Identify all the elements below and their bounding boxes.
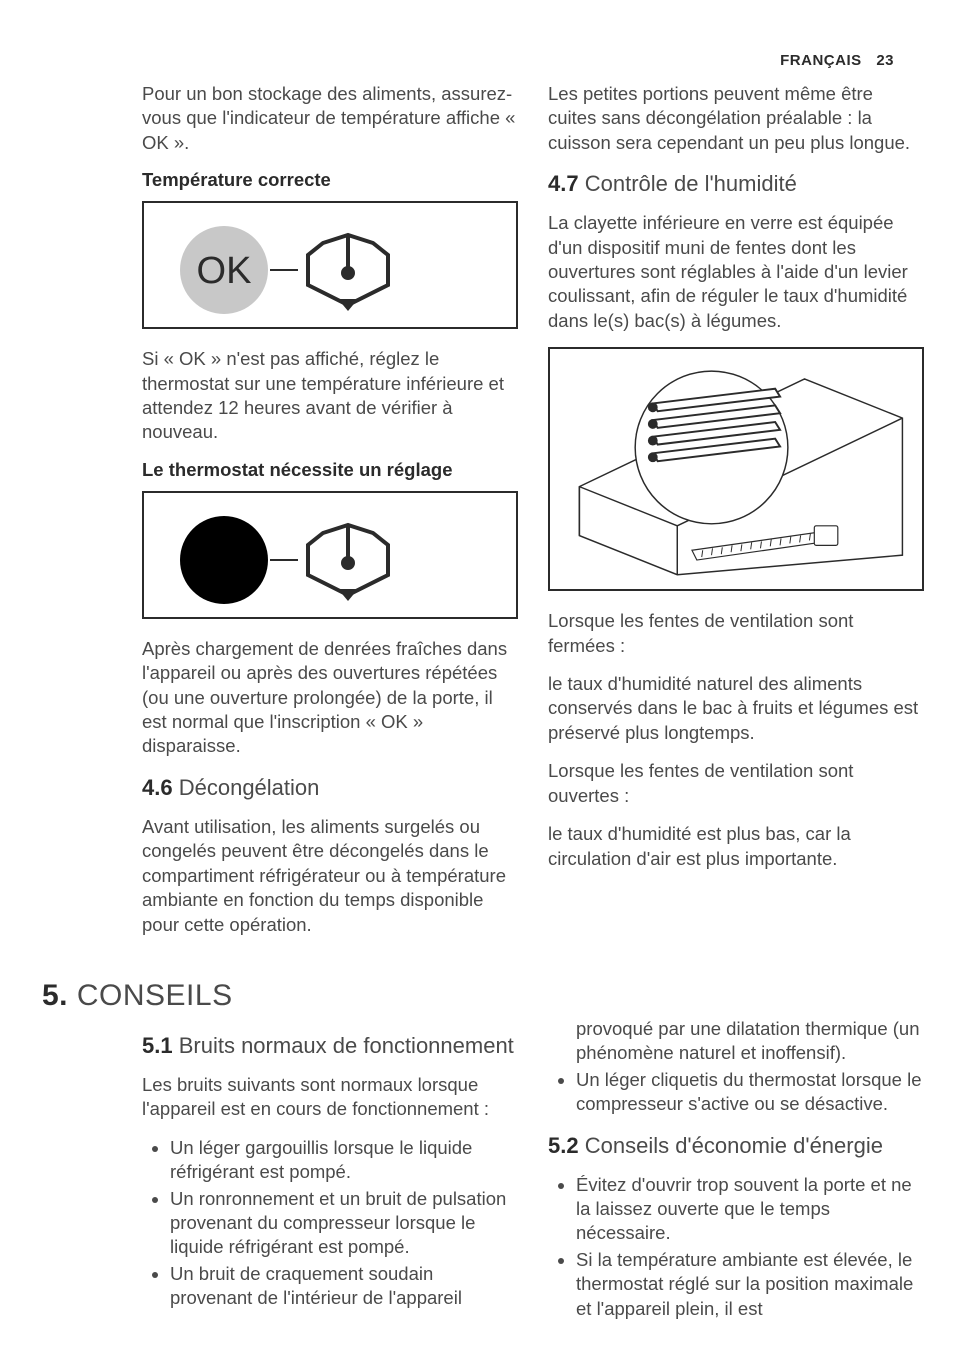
list-item: Un bruit de craquement soudain provenant… [170, 1262, 518, 1311]
list-item: Un léger gargouillis lorsque le liquide … [170, 1136, 518, 1185]
temp-ok-label: Température correcte [142, 169, 518, 191]
h3-4-7-title: Contrôle de l'humidité [585, 171, 797, 196]
s47-p5: le taux d'humidité est plus bas, car la … [548, 822, 924, 871]
lower-col-right: provoqué par une dilatation thermique (u… [548, 1017, 924, 1335]
h3-5-1: 5.1 Bruits normaux de fonctionnement [142, 1033, 518, 1059]
lower-columns: 5.1 Bruits normaux de fonctionnement Les… [42, 1017, 924, 1335]
s47-p3: le taux d'humidité naturel des aliments … [548, 672, 924, 745]
s47-p1: La clayette inférieure en verre est équi… [548, 211, 924, 333]
h3-4-7-num: 4.7 [548, 171, 579, 196]
page-header: FRANÇAIS 23 [780, 52, 894, 69]
thermostat-icon [308, 235, 388, 311]
s47-p4: Lorsque les fentes de ventilation sont o… [548, 759, 924, 808]
figure-humidity [548, 347, 924, 591]
s51-cont-list: Un léger cliquetis du thermostat lorsque… [548, 1068, 924, 1117]
section-5-heading: 5. CONSEILS [42, 979, 924, 1013]
ok-text: OK [197, 250, 252, 292]
figure-adj [142, 491, 518, 619]
header-pagenum: 23 [876, 52, 894, 69]
h3-4-6: 4.6 Décongélation [142, 775, 518, 801]
figure-ok: OK [142, 201, 518, 329]
s51-cont1: provoqué par une dilatation thermique (u… [576, 1017, 924, 1066]
s47-p2: Lorsque les fentes de ventilation sont f… [548, 609, 924, 658]
list-item: Un ronronnement et un bruit de pulsation… [170, 1187, 518, 1260]
col-left: Pour un bon stockage des aliments, assur… [42, 82, 518, 951]
h3-5-2: 5.2 Conseils d'économie d'énergie [548, 1133, 924, 1159]
thermostat-icon [308, 525, 388, 601]
h3-4-6-title: Décongélation [179, 775, 320, 800]
section-5-num: 5. [42, 979, 68, 1012]
lower-col-left: 5.1 Bruits normaux de fonctionnement Les… [42, 1017, 518, 1335]
upper-columns: Pour un bon stockage des aliments, assur… [42, 82, 924, 951]
adj-circle [180, 516, 268, 604]
s46-p: Avant utilisation, les aliments surgelés… [142, 815, 518, 937]
temp-ok-after: Si « OK » n'est pas affiché, réglez le t… [142, 347, 518, 445]
intro-text: Pour un bon stockage des aliments, assur… [142, 82, 518, 155]
right-p0: Les petites portions peuvent même être c… [548, 82, 924, 155]
section-5-title: CONSEILS [77, 979, 233, 1012]
page: FRANÇAIS 23 Pour un bon stockage des ali… [0, 0, 954, 1354]
h3-5-1-num: 5.1 [142, 1033, 173, 1058]
h3-5-2-num: 5.2 [548, 1133, 579, 1158]
h3-4-7: 4.7 Contrôle de l'humidité [548, 171, 924, 197]
figure-ok-svg: OK [158, 215, 458, 325]
slider [692, 526, 838, 560]
s52-list: Évitez d'ouvrir trop souvent la porte et… [548, 1173, 924, 1321]
h3-4-6-num: 4.6 [142, 775, 173, 800]
s51-cont: provoqué par une dilatation thermique (u… [548, 1017, 924, 1066]
h3-5-2-title: Conseils d'économie d'énergie [585, 1133, 883, 1158]
figure-adj-svg [158, 505, 458, 615]
temp-adj-after: Après chargement de denrées fraîches dan… [142, 637, 518, 759]
list-item: Un léger cliquetis du thermostat lorsque… [576, 1068, 924, 1117]
list-item: Évitez d'ouvrir trop souvent la porte et… [576, 1173, 924, 1246]
s51-intro: Les bruits suivants sont normaux lorsque… [142, 1073, 518, 1122]
list-item: Si la température ambiante est élevée, l… [576, 1248, 924, 1321]
col-right: Les petites portions peuvent même être c… [548, 82, 924, 951]
figure-humidity-svg [550, 349, 922, 589]
header-lang: FRANÇAIS [780, 52, 862, 69]
temp-adj-label: Le thermostat nécessite un réglage [142, 459, 518, 481]
s51-list: Un léger gargouillis lorsque le liquide … [142, 1136, 518, 1311]
h3-5-1-title: Bruits normaux de fonctionnement [179, 1033, 514, 1058]
